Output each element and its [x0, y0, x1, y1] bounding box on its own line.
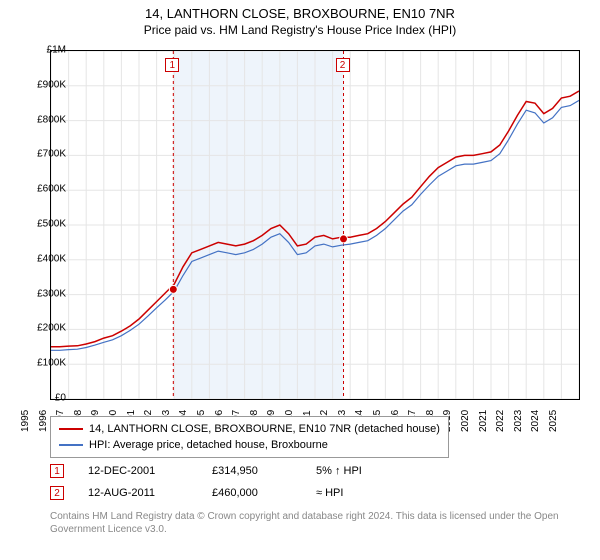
marker-note: ≈ HPI: [316, 487, 406, 499]
marker-price: £314,950: [212, 465, 292, 477]
marker-row: 1 12-DEC-2001 £314,950 5% ↑ HPI: [50, 460, 406, 482]
legend-label: HPI: Average price, detached house, Brox…: [89, 439, 328, 451]
legend-swatch: [59, 444, 83, 446]
marker-badge: 2: [50, 486, 64, 500]
legend-item: 14, LANTHORN CLOSE, BROXBOURNE, EN10 7NR…: [59, 421, 440, 437]
x-tick-label: 2023: [513, 410, 524, 432]
page-title: 14, LANTHORN CLOSE, BROXBOURNE, EN10 7NR: [0, 0, 600, 21]
y-tick-label: £100K: [37, 358, 66, 369]
marker-detail-rows: 1 12-DEC-2001 £314,950 5% ↑ HPI 2 12-AUG…: [50, 460, 406, 504]
marker-date: 12-DEC-2001: [88, 465, 188, 477]
legend-swatch: [59, 428, 83, 430]
y-tick-label: £700K: [37, 149, 66, 160]
y-tick-label: £500K: [37, 219, 66, 230]
x-tick-label: 2022: [495, 410, 506, 432]
y-tick-label: £600K: [37, 184, 66, 195]
page-subtitle: Price paid vs. HM Land Registry's House …: [0, 21, 600, 43]
chart-plot-area: [50, 50, 580, 400]
y-tick-label: £200K: [37, 323, 66, 334]
marker-price: £460,000: [212, 487, 292, 499]
marker-row: 2 12-AUG-2011 £460,000 ≈ HPI: [50, 482, 406, 504]
legend: 14, LANTHORN CLOSE, BROXBOURNE, EN10 7NR…: [50, 416, 449, 458]
legend-item: HPI: Average price, detached house, Brox…: [59, 437, 440, 453]
x-tick-label: 2020: [460, 410, 471, 432]
y-tick-label: £0: [55, 393, 66, 404]
chart-marker-badge: 2: [336, 58, 350, 72]
chart-svg: [51, 51, 579, 399]
footnote: Contains HM Land Registry data © Crown c…: [50, 510, 570, 536]
chart-marker-badge: 1: [165, 58, 179, 72]
legend-label: 14, LANTHORN CLOSE, BROXBOURNE, EN10 7NR…: [89, 423, 440, 435]
marker-date: 12-AUG-2011: [88, 487, 188, 499]
y-tick-label: £300K: [37, 288, 66, 299]
y-tick-label: £900K: [37, 79, 66, 90]
y-tick-label: £1M: [47, 45, 66, 56]
x-tick-label: 2021: [478, 410, 489, 432]
y-tick-label: £400K: [37, 253, 66, 264]
marker-badge: 1: [50, 464, 64, 478]
chart-container: 14, LANTHORN CLOSE, BROXBOURNE, EN10 7NR…: [0, 0, 600, 560]
x-tick-label: 1996: [38, 410, 49, 432]
marker-note: 5% ↑ HPI: [316, 465, 406, 477]
x-tick-label: 2025: [548, 410, 559, 432]
x-tick-label: 1995: [20, 410, 31, 432]
x-tick-label: 2024: [530, 410, 541, 432]
y-tick-label: £800K: [37, 114, 66, 125]
